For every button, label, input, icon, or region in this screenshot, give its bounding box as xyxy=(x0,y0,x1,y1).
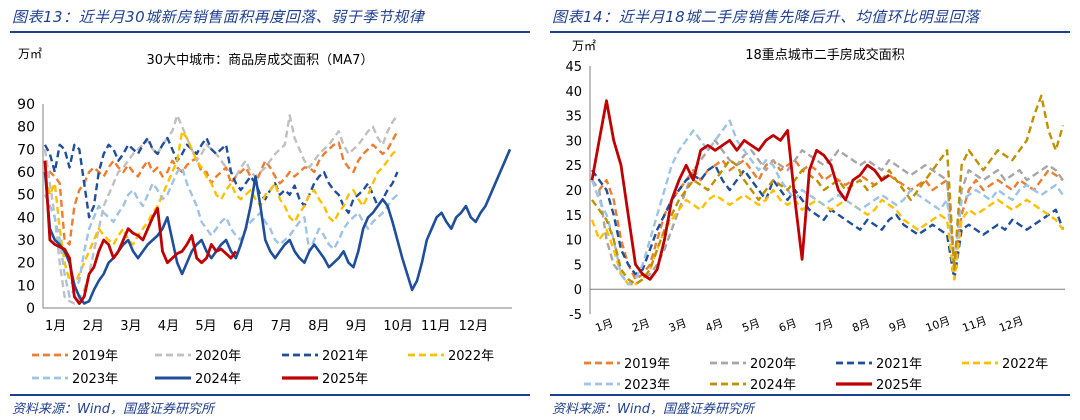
x-tick-label: 1月 xyxy=(45,319,66,334)
legend-label: 2023年 xyxy=(624,378,670,393)
x-tick-label: 1月 xyxy=(594,316,615,334)
x-tick-label: 6月 xyxy=(233,319,254,334)
x-tick-label: 10月 xyxy=(924,314,952,335)
y-tick-label: 40 xyxy=(565,85,582,100)
x-tick-label: 3月 xyxy=(667,316,688,334)
series-line xyxy=(590,188,1064,286)
chart-title: 18重点城市二手房成交面积 xyxy=(745,47,905,63)
y-tick-label: -5 xyxy=(569,308,582,323)
series-line xyxy=(591,94,1065,286)
x-tick-label: 5月 xyxy=(195,319,216,334)
x-tick-label: 9月 xyxy=(346,319,367,334)
x-tick-label: 2月 xyxy=(630,316,651,334)
series-line xyxy=(591,164,1065,281)
y-tick-label: 90 xyxy=(17,97,35,113)
y-tick-label: 45 xyxy=(565,60,582,75)
y-tick-label: 20 xyxy=(565,184,582,199)
figure-title: 图表13：近半月30城新房销售面积再度回落、弱于季节规律 xyxy=(12,8,425,26)
series-line xyxy=(43,166,399,298)
x-tick-label: 5月 xyxy=(740,316,761,334)
y-tick-label: 10 xyxy=(17,278,35,294)
x-tick-label: 9月 xyxy=(887,316,908,334)
source-rule xyxy=(10,394,530,396)
legend-label: 2022年 xyxy=(448,349,494,364)
series-line xyxy=(43,148,512,305)
series-line xyxy=(43,130,399,287)
y-tick-label: 80 xyxy=(17,120,35,136)
left-chart: 30大中城市：商品房成交面积（MA7） 万㎡ 0 10 20 30 40 50 60 70 80 90… xyxy=(17,47,512,387)
series-line xyxy=(43,130,399,246)
y-tick-label: 70 xyxy=(17,142,35,158)
y-tick-label: 60 xyxy=(17,165,35,181)
legend-label: 2025年 xyxy=(322,372,368,387)
title-rule xyxy=(10,31,530,33)
series-line xyxy=(590,99,890,281)
left-panel: 图表13：近半月30城新房销售面积再度回落、弱于季节规律 30大中城市：商品房成… xyxy=(10,8,530,417)
legend-label: 2024年 xyxy=(195,372,241,387)
legend-label: 2023年 xyxy=(72,372,118,387)
x-tick-label: 12月 xyxy=(459,319,489,334)
y-tick-label: 25 xyxy=(565,159,582,174)
source-rule xyxy=(550,394,1070,396)
y-axis-unit: 万㎡ xyxy=(572,39,596,53)
y-tick-label: 10 xyxy=(565,234,582,249)
x-tick-label: 8月 xyxy=(850,316,871,334)
legend-label: 2025年 xyxy=(876,378,922,393)
series-line xyxy=(43,114,399,305)
x-tick-label: 10月 xyxy=(383,319,413,334)
legend-label: 2021年 xyxy=(876,357,922,372)
y-tick-label: 20 xyxy=(17,256,35,272)
y-tick-label: 15 xyxy=(565,209,582,224)
title-rule xyxy=(550,31,1070,33)
series-line xyxy=(43,160,238,305)
series-line xyxy=(591,139,1064,286)
source-note: 资料来源：Wind，国盛证券研究所 xyxy=(552,402,754,417)
x-tick-label: 4月 xyxy=(704,316,725,334)
legend-label: 2019年 xyxy=(72,349,118,364)
source-note: 资料来源：Wind，国盛证券研究所 xyxy=(12,402,214,417)
series-line xyxy=(43,136,399,219)
legend-label: 2024年 xyxy=(750,378,796,393)
y-tick-label: 50 xyxy=(17,188,35,204)
x-tick-label: 11月 xyxy=(421,319,451,334)
y-tick-label: 40 xyxy=(17,210,35,226)
y-tick-label: 0 xyxy=(26,301,35,317)
x-tick-label: 11月 xyxy=(961,314,989,335)
legend-label: 2020年 xyxy=(750,357,796,372)
legend-label: 2020年 xyxy=(195,349,241,364)
legend-label: 2021年 xyxy=(322,349,368,364)
y-tick-label: 5 xyxy=(574,258,582,273)
series-line xyxy=(590,119,1064,286)
x-tick-label: 12月 xyxy=(997,314,1025,335)
x-tick-label: 6月 xyxy=(777,316,798,334)
x-tick-label: 7月 xyxy=(814,316,835,334)
y-tick-label: 30 xyxy=(565,134,582,149)
right-panel: 图表14：近半月18城二手房销售先降后升、均值环比明显回落 18重点城市二手房成… xyxy=(540,0,1080,420)
x-tick-label: 7月 xyxy=(271,319,292,334)
y-tick-label: 30 xyxy=(17,233,35,249)
figure-title: 图表14：近半月18城二手房销售先降后升、均值环比明显回落 xyxy=(552,8,980,26)
legend-label: 2019年 xyxy=(624,357,670,372)
x-tick-label: 4月 xyxy=(158,319,179,334)
y-tick-label: 0 xyxy=(574,283,582,298)
legend-label: 2022年 xyxy=(1002,357,1048,372)
x-tick-label: 2月 xyxy=(83,319,104,334)
x-tick-label: 8月 xyxy=(308,319,329,334)
right-chart: 18重点城市二手房成交面积 万㎡ -5 0 5 10 15 20 25 30 35 40 45 1月 2月 3… xyxy=(565,39,1065,393)
y-axis-unit: 万㎡ xyxy=(18,47,42,61)
chart-title: 30大中城市：商品房成交面积（MA7） xyxy=(147,52,374,68)
x-tick-label: 3月 xyxy=(120,319,141,334)
y-tick-label: 35 xyxy=(565,110,582,125)
